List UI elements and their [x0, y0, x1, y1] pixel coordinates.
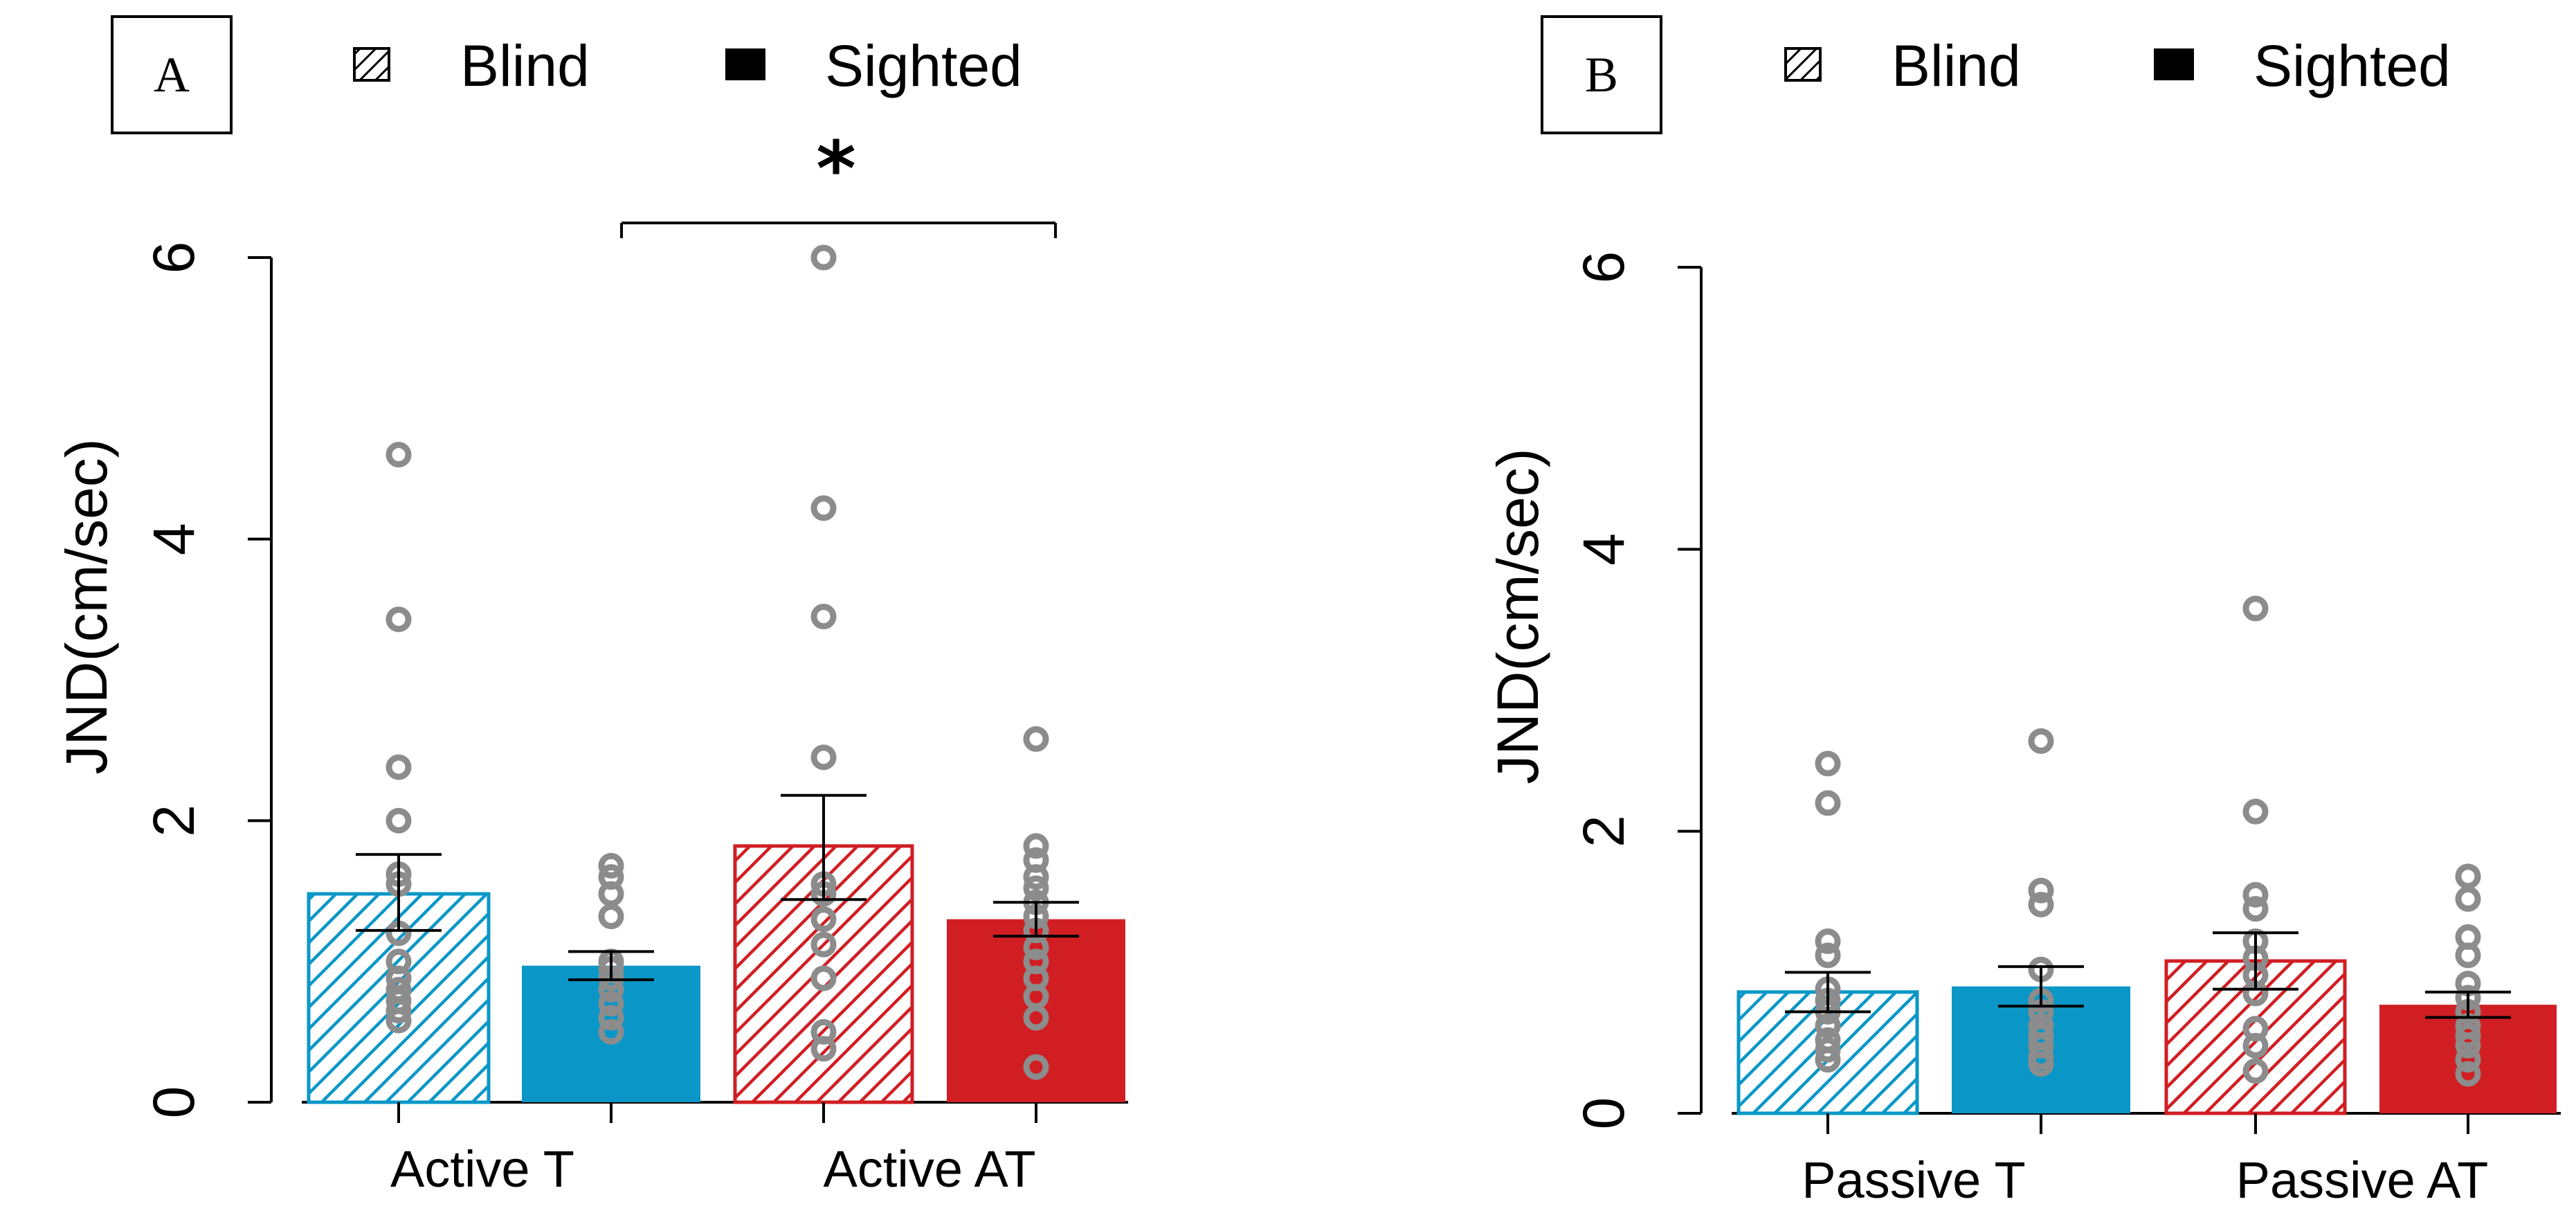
y-tick-label-a-3: 6	[141, 242, 206, 274]
data-point-b-1-1	[2028, 877, 2054, 904]
data-point-b-3-10	[2455, 1047, 2481, 1073]
data-point-a-1-8	[598, 991, 624, 1017]
y-tick-label-a-2: 4	[141, 523, 206, 555]
data-point-a-2-2	[810, 604, 837, 629]
data-point-b-3-11	[2455, 1061, 2481, 1087]
panel-label-a: A	[154, 46, 190, 102]
category-label-a-0: Active T	[390, 1140, 574, 1198]
data-point-a-0-2	[386, 754, 412, 780]
data-point-a-3-1	[1023, 833, 1049, 859]
legend-a: Blind Sighted	[353, 33, 1022, 98]
data-point-a-0-1	[386, 606, 412, 633]
data-point-b-3-8	[2455, 1023, 2481, 1049]
y-axis-label-b: JND(cm/sec)	[1485, 448, 1550, 784]
y-tick-label-a-0: 0	[141, 1086, 206, 1119]
legend-b-sighted-label: Sighted	[2253, 33, 2451, 98]
data-point-b-2-10	[2242, 1058, 2269, 1084]
legend-a-blind-swatch	[353, 47, 390, 82]
legend-b-sighted-swatch	[2154, 48, 2194, 80]
data-point-b-2-2	[2242, 881, 2269, 908]
data-point-a-2-3	[810, 744, 837, 771]
data-point-a-0-8	[386, 965, 412, 991]
data-point-a-1-10	[598, 1018, 624, 1045]
y-tick-label-b-3: 6	[1571, 251, 1636, 284]
plot-panel-b: 0 2 4 6 JND(cm/sec) Passive T Passive AT	[1485, 251, 2561, 1209]
legend-a-sighted-label: Sighted	[825, 33, 1022, 98]
data-point-b-1-10	[2028, 1051, 2054, 1077]
data-point-b-2-0	[2242, 595, 2269, 622]
data-point-a-2-0	[810, 244, 837, 271]
data-point-a-1-0	[598, 852, 624, 879]
legend-a-blind-label: Blind	[460, 33, 590, 98]
y-axis-label-a: JND(cm/sec)	[54, 438, 119, 774]
plot-panel-a: 0 2 4 6 JND(cm/sec) Active T Active AT *	[54, 125, 1128, 1198]
data-point-b-0-2	[1815, 928, 1841, 955]
data-point-a-2-7	[810, 931, 837, 958]
data-point-a-2-10	[810, 1036, 837, 1062]
legend-b-blind-swatch	[1784, 47, 1822, 82]
y-tick-label-b-0: 0	[1571, 1097, 1636, 1130]
data-point-a-0-12	[386, 1007, 412, 1034]
data-point-a-1-3	[598, 904, 624, 930]
data-point-b-2-1	[2242, 798, 2269, 825]
data-point-b-3-0	[2455, 863, 2481, 890]
data-point-b-1-2	[2028, 892, 2054, 918]
data-point-a-3-13	[1023, 1054, 1049, 1080]
data-point-b-0-7	[1815, 1013, 1841, 1039]
data-point-a-1-9	[598, 1005, 624, 1031]
y-tick-label-b-1: 2	[1571, 815, 1636, 847]
data-point-a-0-0	[386, 442, 412, 468]
legend-b-blind-label: Blind	[1892, 33, 2021, 98]
data-point-a-0-3	[386, 807, 412, 834]
data-point-a-1-2	[598, 881, 624, 907]
category-label-b-0: Passive T	[1802, 1151, 2026, 1209]
data-point-b-0-0	[1815, 751, 1841, 777]
data-point-a-2-6	[810, 906, 837, 933]
data-point-b-1-0	[2028, 728, 2054, 754]
data-point-b-0-3	[1815, 942, 1841, 969]
data-point-a-2-1	[810, 495, 837, 521]
panel-label-b-box: B	[1541, 15, 1662, 134]
panel-label-a-box: A	[111, 15, 233, 134]
y-tick-label-b-2: 4	[1571, 533, 1636, 566]
data-point-a-2-8	[810, 965, 837, 991]
data-point-a-3-8	[1023, 934, 1049, 960]
data-point-a-3-3	[1023, 864, 1049, 890]
data-point-b-0-9	[1815, 1036, 1841, 1063]
data-point-a-3-12	[1023, 1005, 1049, 1031]
significance-star-a: *	[816, 125, 856, 213]
category-label-a-1: Active AT	[823, 1140, 1035, 1198]
data-point-b-3-3	[2455, 942, 2481, 969]
data-point-b-0-10	[1815, 1047, 1841, 1073]
legend-a-sighted-swatch	[725, 48, 765, 80]
data-point-a-3-4	[1023, 875, 1049, 901]
legend-b: Blind Sighted	[1784, 33, 2451, 98]
category-label-b-1: Passive AT	[2236, 1151, 2489, 1209]
data-point-a-0-11	[386, 998, 412, 1024]
data-point-b-2-3	[2242, 896, 2269, 922]
data-point-b-2-9	[2242, 1032, 2269, 1059]
data-point-b-0-1	[1815, 790, 1841, 816]
data-point-b-3-9	[2455, 1032, 2481, 1059]
panel-label-b: B	[1584, 46, 1619, 102]
data-point-a-3-0	[1023, 726, 1049, 752]
y-tick-label-a-1: 2	[141, 805, 206, 837]
data-point-b-3-1	[2455, 886, 2481, 912]
